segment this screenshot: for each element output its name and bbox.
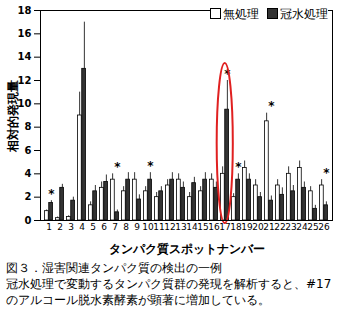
svg-text:26: 26: [318, 222, 330, 232]
svg-text:4: 4: [79, 222, 85, 232]
svg-text:*: *: [48, 187, 55, 201]
svg-text:20: 20: [252, 222, 264, 232]
svg-text:6: 6: [101, 222, 107, 232]
svg-text:14: 14: [186, 222, 198, 232]
svg-text:5: 5: [90, 222, 96, 232]
svg-text:13: 13: [175, 222, 186, 232]
svg-text:21: 21: [263, 222, 274, 232]
svg-text:17: 17: [219, 221, 231, 232]
svg-text:25: 25: [307, 222, 318, 232]
svg-text:10: 10: [142, 222, 154, 232]
svg-text:3: 3: [68, 222, 74, 232]
html-text:図３．湿害関連タンパク質の検出の一例: 図３．湿害関連タンパク質の検出の一例: [6, 261, 222, 275]
svg-text:*: *: [235, 160, 242, 174]
svg-text:16: 16: [18, 28, 32, 39]
svg-text:*: *: [147, 159, 154, 173]
svg-text:24: 24: [296, 222, 308, 232]
svg-text:2: 2: [25, 191, 32, 202]
svg-text:0: 0: [25, 215, 32, 226]
svg-text:18: 18: [230, 222, 242, 232]
svg-text:8: 8: [25, 121, 32, 132]
svg-text:タンパク質スポットナンバー: タンパク質スポットナンバー: [109, 242, 265, 256]
svg-text:9: 9: [134, 222, 140, 232]
html-text:冠水処理: 冠水処理: [280, 7, 328, 21]
svg-text:15: 15: [197, 222, 208, 232]
svg-text:6: 6: [25, 145, 32, 156]
svg-text:11: 11: [153, 222, 164, 232]
svg-text:12: 12: [164, 222, 175, 232]
svg-text:7: 7: [112, 222, 118, 232]
svg-text:*: *: [323, 166, 330, 180]
html-text:冠水処理で変動するタンパク質群の発現を解析すると、#17 の: 冠水処理で変動するタンパク質群の発現を解析すると、#17 のアルコール脱水素酵素…: [6, 277, 332, 307]
svg-text:22: 22: [274, 222, 285, 232]
svg-text:2: 2: [57, 222, 63, 232]
svg-text:12: 12: [17, 74, 32, 86]
svg-text:18: 18: [18, 5, 32, 16]
svg-text:10: 10: [17, 98, 32, 109]
svg-text:19: 19: [241, 222, 253, 232]
svg-text:相対的発現量: 相対的発現量: [6, 80, 20, 153]
svg-text:14: 14: [18, 51, 32, 62]
svg-text:4: 4: [25, 168, 32, 179]
svg-text:*: *: [268, 99, 275, 113]
svg-text:*: *: [114, 160, 121, 174]
svg-text:23: 23: [285, 222, 296, 232]
svg-text:1: 1: [46, 222, 52, 232]
html-text:無処理: 無処理: [223, 7, 259, 21]
svg-text:16: 16: [208, 222, 220, 232]
svg-text:8: 8: [123, 222, 129, 232]
